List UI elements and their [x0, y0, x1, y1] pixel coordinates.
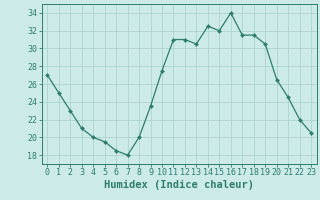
- X-axis label: Humidex (Indice chaleur): Humidex (Indice chaleur): [104, 180, 254, 190]
